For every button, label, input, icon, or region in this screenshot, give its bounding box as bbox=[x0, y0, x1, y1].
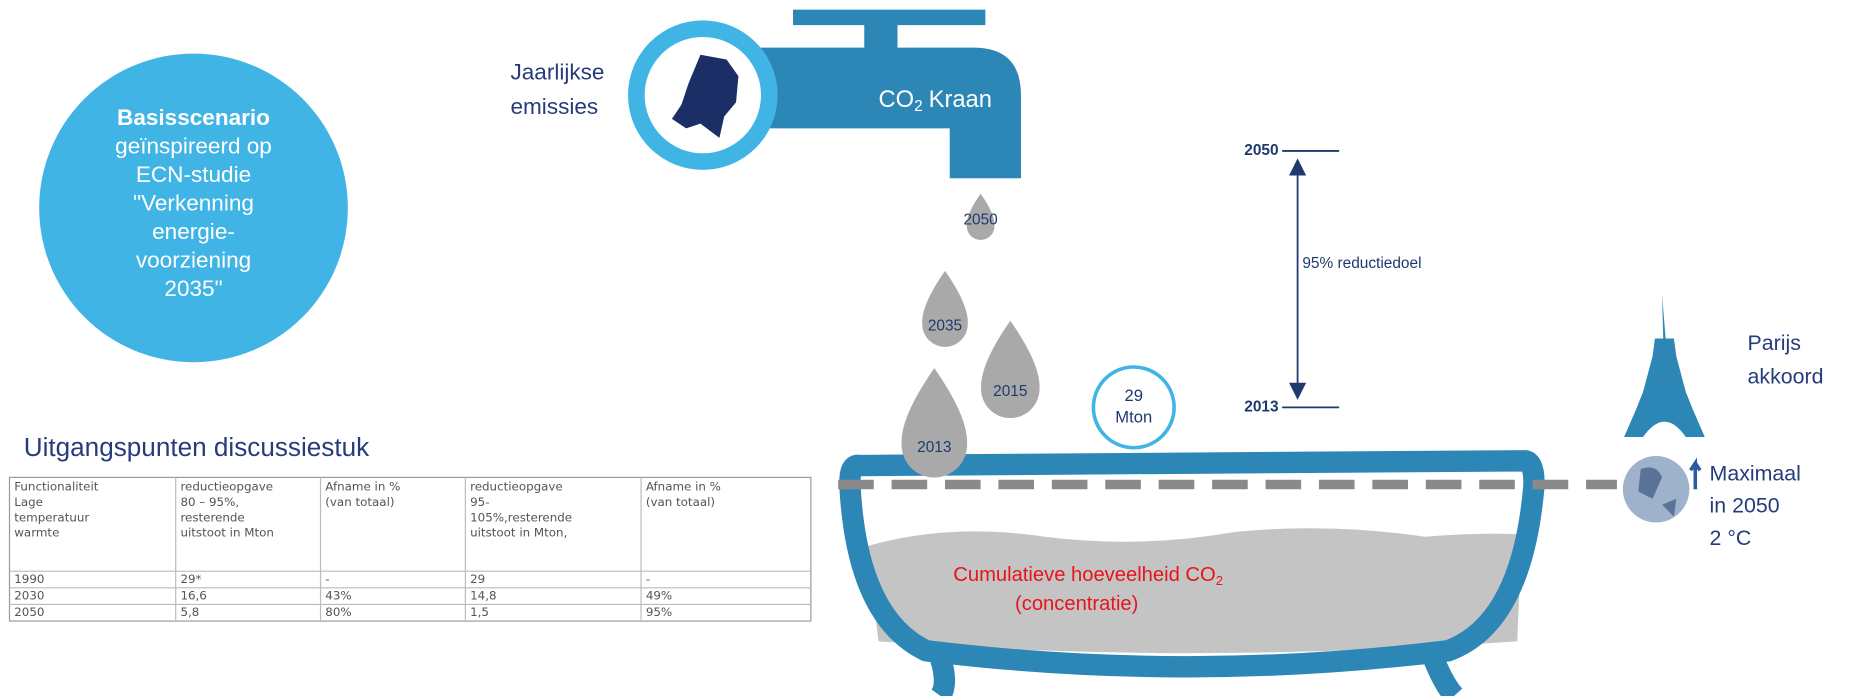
max-text: in 2050 bbox=[1710, 494, 1780, 518]
kraan: Kraan bbox=[929, 87, 992, 113]
scenario-circle bbox=[39, 53, 348, 363]
drop-label: 2050 bbox=[963, 211, 997, 228]
table-header: (van totaal) bbox=[325, 495, 394, 509]
table-cell: - bbox=[325, 572, 329, 586]
tap-caption: emissies bbox=[510, 94, 598, 119]
co-sub: 2 bbox=[914, 98, 923, 115]
bathtub bbox=[838, 450, 1617, 696]
table-cell: 43% bbox=[325, 589, 351, 603]
table-cell: 49% bbox=[646, 589, 672, 603]
bubble bbox=[1091, 365, 1176, 450]
max-text: Maximaal bbox=[1710, 462, 1801, 486]
tap bbox=[628, 9, 1021, 179]
bubble-text: Mton bbox=[1115, 407, 1152, 426]
year-top: 2050 bbox=[1244, 142, 1278, 159]
scenario-line: "Verkenning bbox=[133, 190, 254, 215]
paris-text: akkoord bbox=[1748, 364, 1824, 388]
table-cell: 1990 bbox=[14, 572, 44, 586]
scenario-line: voorziening bbox=[136, 247, 251, 272]
year-bottom: 2013 bbox=[1244, 398, 1279, 415]
bath-label2: (concentratie) bbox=[1015, 593, 1138, 615]
scenario-line: 2035" bbox=[164, 276, 222, 301]
table-cell: 2050 bbox=[14, 605, 44, 619]
drop bbox=[901, 368, 968, 478]
table-header: reductieopgave bbox=[470, 479, 563, 493]
reduction-label: 95% reductiedoel bbox=[1302, 255, 1421, 272]
table-header: Lage bbox=[14, 495, 43, 509]
scenario-line: energie- bbox=[152, 219, 235, 244]
scenario-line: geïnspireerd op bbox=[115, 133, 272, 158]
table-header: Afname in % bbox=[325, 479, 400, 493]
table-header: warmte bbox=[14, 526, 59, 540]
bath-text: Cumulatieve hoeveelheid CO bbox=[953, 564, 1215, 586]
table-title: Uitgangspunten discussiestuk bbox=[24, 432, 370, 462]
table-header: resterende bbox=[180, 510, 244, 524]
timeline bbox=[1282, 150, 1340, 409]
drop-label: 2013 bbox=[917, 439, 951, 456]
drop bbox=[981, 320, 1040, 419]
table-header: 80 – 95%, bbox=[180, 495, 239, 509]
drop-label: 2035 bbox=[928, 317, 962, 334]
table-header: (van totaal) bbox=[646, 495, 715, 509]
bath-label: Cumulatieve hoeveelheid CO2 bbox=[953, 564, 1223, 588]
table-cell: 95% bbox=[646, 605, 672, 619]
table-header: reductieopgave bbox=[180, 479, 273, 493]
eiffel-tower bbox=[1624, 294, 1705, 438]
table-cell: 2030 bbox=[14, 589, 44, 603]
table-cell: 14,8 bbox=[470, 589, 496, 603]
table-cell: 5,8 bbox=[180, 605, 199, 619]
table-border bbox=[8, 476, 812, 622]
drop bbox=[966, 193, 995, 240]
table-cell: 80% bbox=[325, 605, 351, 619]
table-header: Afname in % bbox=[646, 479, 721, 493]
table-cell: 1,5 bbox=[470, 605, 489, 619]
table-header: 95- bbox=[470, 495, 489, 509]
table-cell: 29 bbox=[470, 572, 485, 586]
drop-label: 2015 bbox=[993, 383, 1027, 400]
scenario-title: Basisscenario bbox=[117, 105, 270, 130]
co: CO bbox=[879, 87, 915, 113]
drop bbox=[922, 270, 968, 347]
max-text: 2 °C bbox=[1710, 526, 1752, 550]
tap-label: CO2 Kraan bbox=[879, 87, 992, 115]
table-cell: - bbox=[646, 572, 650, 586]
table-header: Functionaliteit bbox=[14, 479, 99, 493]
table-header: uitstoot in Mton, bbox=[470, 526, 567, 540]
paris-text: Parijs bbox=[1748, 331, 1801, 355]
tap-caption: Jaarlijkse bbox=[510, 60, 604, 85]
scenario-line: ECN-studie bbox=[136, 162, 251, 187]
bath-sub: 2 bbox=[1216, 573, 1223, 588]
table-header: temperatuur bbox=[14, 510, 89, 524]
table-cell: 29* bbox=[180, 572, 201, 586]
table-header: uitstoot in Mton bbox=[180, 526, 273, 540]
table-cell: 16,6 bbox=[180, 589, 206, 603]
bubble-text: 29 bbox=[1125, 386, 1143, 405]
table-header: 105%,resterende bbox=[470, 510, 572, 524]
